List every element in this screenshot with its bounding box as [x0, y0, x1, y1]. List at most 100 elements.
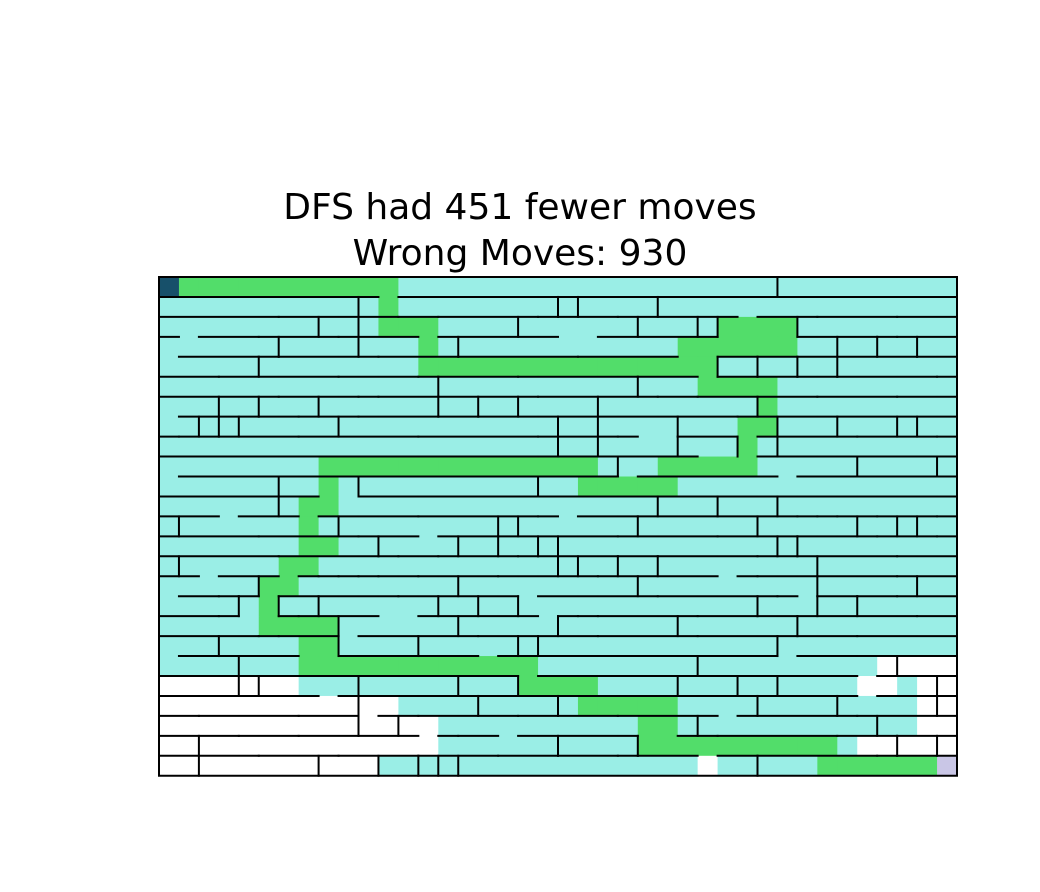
path-cell	[757, 416, 779, 438]
maze-cell	[238, 715, 260, 737]
maze-cell	[478, 416, 499, 438]
maze-cell	[338, 676, 360, 697]
path-cell	[538, 356, 559, 378]
maze-cell	[617, 735, 639, 757]
maze-cell	[518, 755, 539, 777]
maze-cell	[378, 715, 399, 737]
maze-cell	[258, 476, 280, 498]
maze-cell	[278, 396, 300, 418]
maze-cell	[657, 496, 679, 517]
maze-cell	[657, 636, 679, 657]
maze-cell	[398, 436, 419, 458]
maze-cell	[338, 695, 360, 717]
maze-cell	[837, 296, 858, 318]
maze-cell	[478, 496, 499, 517]
maze-cell	[797, 296, 818, 318]
maze-cell	[917, 456, 938, 478]
maze-cell	[877, 715, 898, 737]
maze-cell	[518, 316, 539, 338]
maze-cell	[558, 656, 579, 677]
path-cell	[478, 656, 499, 677]
path-cell	[637, 356, 659, 378]
maze-cell	[558, 576, 579, 597]
maze-cell	[877, 436, 898, 458]
maze-cell	[358, 715, 380, 737]
maze-cell	[318, 735, 340, 757]
maze-cell	[178, 536, 200, 557]
maze-cell	[937, 296, 958, 318]
maze-cell	[198, 616, 220, 637]
maze-cell	[777, 755, 798, 777]
maze-cell	[937, 616, 958, 637]
maze-cell	[577, 396, 599, 418]
maze-cell	[278, 676, 300, 697]
path-cell	[877, 755, 898, 777]
maze-cell	[558, 516, 579, 537]
maze-cell	[178, 336, 200, 358]
maze-cell	[617, 277, 639, 298]
maze-cell	[877, 695, 898, 717]
maze-cell	[877, 616, 898, 637]
maze-cell	[159, 356, 180, 378]
path-cell	[538, 456, 559, 478]
maze-cell	[617, 376, 639, 398]
maze-cell	[797, 656, 818, 677]
maze-cell	[837, 336, 858, 358]
maze-cell	[238, 596, 260, 617]
maze-cell	[438, 556, 459, 577]
path-cell	[777, 316, 798, 338]
maze-cell	[398, 596, 419, 617]
maze-cell	[717, 695, 739, 717]
maze-cell	[478, 376, 499, 398]
maze-cell	[298, 396, 320, 418]
maze-cell	[937, 396, 958, 418]
maze-cell	[857, 476, 878, 498]
maze-cell	[717, 476, 739, 498]
maze-cell	[897, 715, 918, 737]
maze-cell	[558, 416, 579, 438]
maze-cell	[897, 296, 918, 318]
path-cell	[657, 476, 679, 498]
maze-cell	[937, 636, 958, 657]
maze-cell	[797, 436, 818, 458]
maze-cell	[797, 376, 818, 398]
maze-title-line-1: DFS had 451 fewer moves	[283, 187, 757, 228]
maze-cell	[637, 556, 659, 577]
maze-cell	[777, 436, 798, 458]
maze-cell	[777, 676, 798, 697]
maze-cell	[398, 636, 419, 657]
path-cell	[298, 656, 320, 677]
maze-cell	[777, 616, 798, 637]
maze-cell	[378, 695, 399, 717]
maze-cell	[338, 735, 360, 757]
maze-cell	[937, 596, 958, 617]
maze-cell	[558, 695, 579, 717]
maze-cell	[198, 676, 220, 697]
maze-cell	[438, 496, 459, 517]
maze-cell	[478, 436, 499, 458]
maze-cell	[677, 755, 699, 777]
maze-cell	[897, 277, 918, 298]
maze-cell	[837, 735, 858, 757]
maze-cell	[937, 656, 958, 677]
maze-cell	[757, 496, 779, 517]
maze-cell	[857, 416, 878, 438]
maze-cell	[597, 316, 619, 338]
maze-cell	[677, 476, 699, 498]
maze-cell	[198, 576, 220, 597]
maze-cell	[318, 695, 340, 717]
maze-cell	[737, 755, 759, 777]
maze-cell	[597, 436, 619, 458]
maze-cell	[857, 316, 878, 338]
path-cell	[418, 336, 439, 358]
maze-cell	[418, 416, 439, 438]
maze-cell	[637, 656, 659, 677]
maze-cell	[318, 556, 340, 577]
maze-cell	[278, 336, 300, 358]
maze-cell	[897, 416, 918, 438]
maze-cell	[837, 416, 858, 438]
path-cell	[577, 695, 599, 717]
maze-cell	[518, 695, 539, 717]
maze-cell	[917, 556, 938, 577]
maze-cell	[438, 735, 459, 757]
